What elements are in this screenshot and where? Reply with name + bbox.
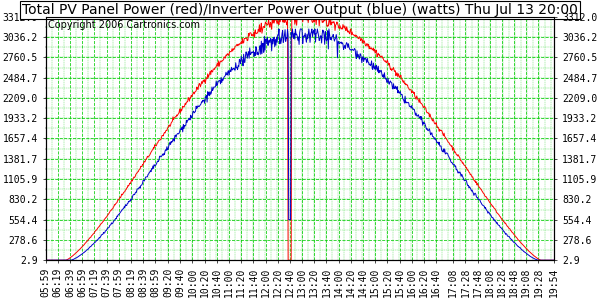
- Title: Total PV Panel Power (red)/Inverter Power Output (blue) (watts) Thu Jul 13 20:00: Total PV Panel Power (red)/Inverter Powe…: [22, 3, 578, 17]
- Text: Copyright 2006 Cartronics.com: Copyright 2006 Cartronics.com: [48, 20, 200, 30]
